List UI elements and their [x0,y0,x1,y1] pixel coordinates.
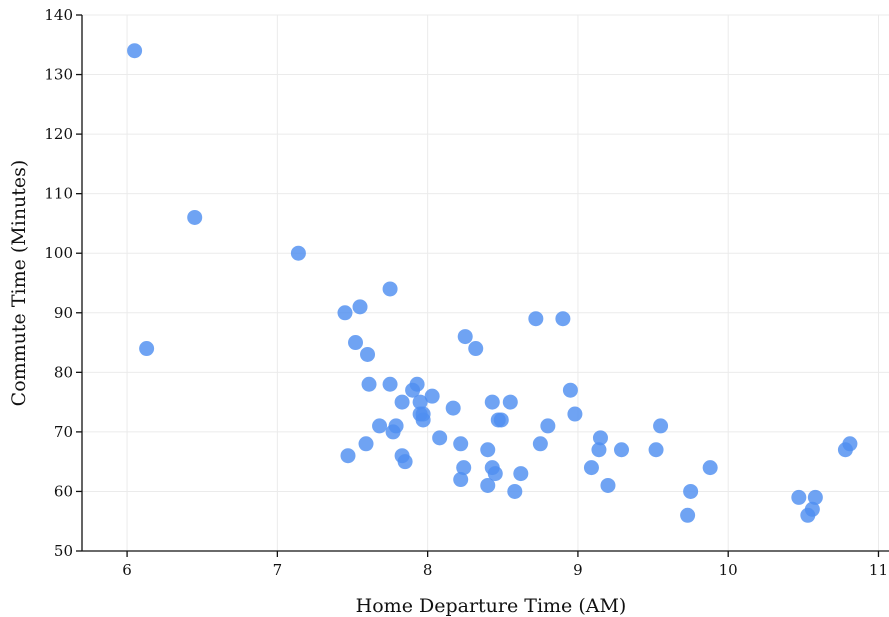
data-point [592,430,608,446]
data-point [648,442,664,458]
y-tick-label: 140 [44,6,73,24]
grid [82,14,889,552]
data-point [382,376,398,392]
y-axis-title: Commute Time (Minutes) [8,160,30,407]
data-point [424,388,440,404]
data-point [484,394,500,410]
y-tick-label: 70 [54,423,73,441]
y-tick-label: 120 [44,125,73,143]
data-point [139,341,155,357]
data-point [468,341,484,357]
data-point [804,501,820,517]
data-point [591,442,607,458]
data-point [487,466,503,482]
data-point [807,489,823,505]
data-point [653,418,669,434]
data-point [493,412,509,428]
data-point [502,394,518,410]
data-point [394,394,410,410]
x-tick-label: 11 [869,561,888,579]
data-point [445,400,461,416]
data-point [540,418,556,434]
data-point [480,442,496,458]
data-point [583,460,599,476]
y-tick-label: 90 [54,304,73,322]
y-tick-label: 50 [54,542,73,560]
x-tick-label: 10 [719,561,738,579]
data-point [791,489,807,505]
y-tick-label: 80 [54,363,73,381]
y-tick-label: 130 [44,66,73,84]
data-point [361,376,377,392]
data-point [562,382,578,398]
y-tick-label: 60 [54,482,73,500]
y-tick-label: 100 [44,244,73,262]
data-point [456,460,472,476]
data-point [187,209,203,225]
data-point [337,305,353,321]
data-point [680,507,696,523]
data-point [388,418,404,434]
data-point [528,311,544,327]
axes [81,15,889,552]
data-point [397,454,413,470]
data-point [372,418,388,434]
x-axis-ticks: 6 7 8 9 10 11 [122,551,888,579]
data-point [555,311,571,327]
data-point [358,436,374,452]
data-point [352,299,368,315]
x-tick-label: 7 [273,561,283,579]
y-axis-ticks: 50 60 70 80 90 100 110 120 130 140 [44,6,82,560]
data-point [683,483,699,499]
data-point [348,335,364,351]
data-point [507,483,523,499]
data-point [127,43,143,59]
data-point [415,406,431,422]
data-point [532,436,548,452]
data-point [453,472,469,488]
x-tick-label: 9 [573,561,583,579]
data-point [600,477,616,493]
data-point [382,281,398,297]
data-points [127,43,858,523]
data-point [412,394,428,410]
x-axis-title: Home Departure Time (AM) [356,595,627,617]
data-point [842,436,858,452]
data-point [567,406,583,422]
data-point [457,329,473,345]
data-point [409,376,425,392]
data-point [453,436,469,452]
data-point [702,460,718,476]
data-point [360,346,376,362]
data-point [290,245,306,261]
data-point [340,448,356,464]
data-point [432,430,448,446]
x-tick-label: 6 [122,561,132,579]
data-point [513,466,529,482]
y-tick-label: 110 [44,185,73,203]
data-point [480,477,496,493]
x-tick-label: 8 [423,561,433,579]
data-point [614,442,630,458]
